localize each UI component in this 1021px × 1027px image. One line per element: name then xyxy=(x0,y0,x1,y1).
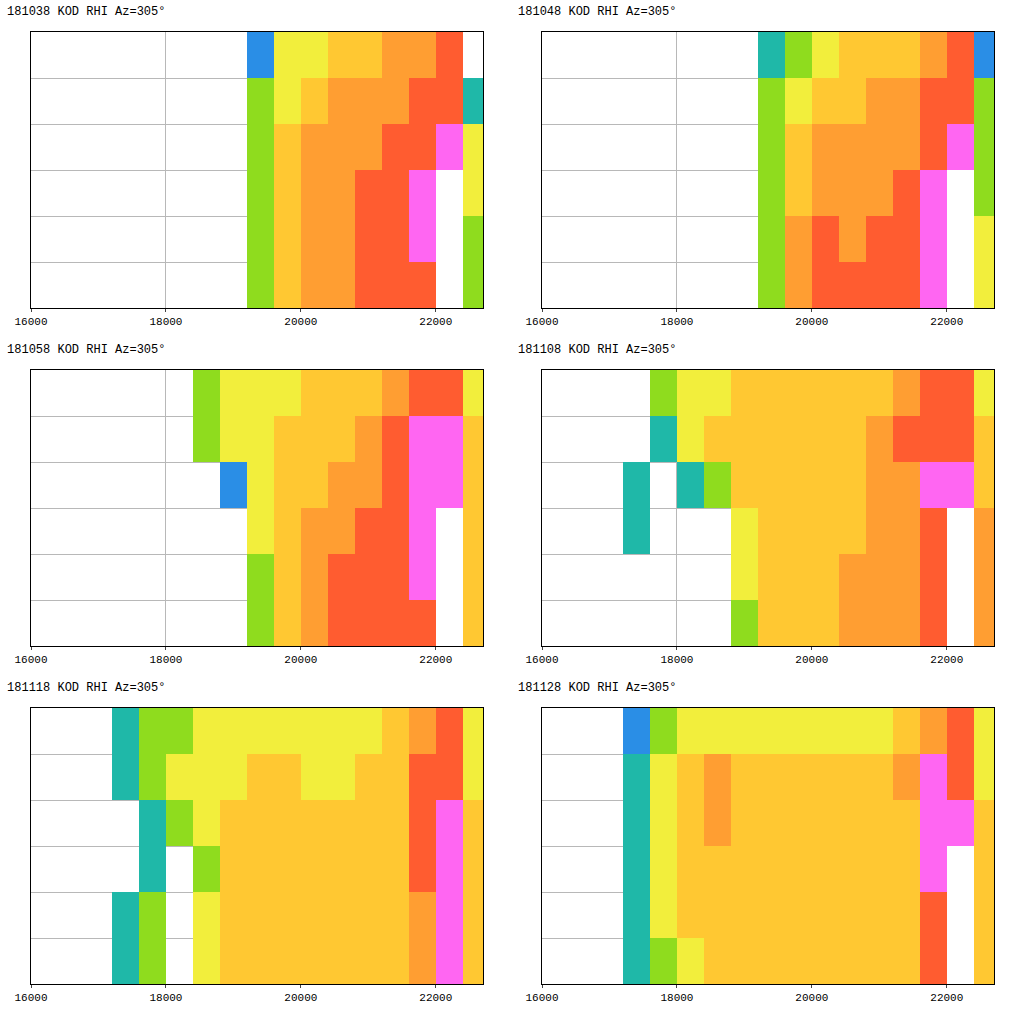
svg-text:20000: 20000 xyxy=(284,316,317,328)
svg-text:16000: 16000 xyxy=(525,992,558,1004)
svg-text:22000: 22000 xyxy=(419,992,452,1004)
svg-text:181058 KOD RHI Az=305°: 181058 KOD RHI Az=305° xyxy=(7,343,165,357)
svg-text:22000: 22000 xyxy=(930,316,963,328)
svg-text:181108 KOD RHI Az=305°: 181108 KOD RHI Az=305° xyxy=(518,343,676,357)
svg-text:22000: 22000 xyxy=(419,316,452,328)
svg-text:181048 KOD RHI Az=305°: 181048 KOD RHI Az=305° xyxy=(518,5,676,19)
svg-text:16000: 16000 xyxy=(14,992,47,1004)
svg-text:20000: 20000 xyxy=(795,992,828,1004)
svg-text:20000: 20000 xyxy=(284,992,317,1004)
svg-text:18000: 18000 xyxy=(660,654,693,666)
svg-text:22000: 22000 xyxy=(419,654,452,666)
svg-text:181118 KOD RHI Az=305°: 181118 KOD RHI Az=305° xyxy=(7,681,165,695)
svg-text:16000: 16000 xyxy=(525,316,558,328)
svg-text:18000: 18000 xyxy=(149,316,182,328)
svg-text:18000: 18000 xyxy=(660,992,693,1004)
svg-text:16000: 16000 xyxy=(525,654,558,666)
svg-text:18000: 18000 xyxy=(149,654,182,666)
svg-text:20000: 20000 xyxy=(284,654,317,666)
svg-text:181128 KOD RHI Az=305°: 181128 KOD RHI Az=305° xyxy=(518,681,676,695)
svg-text:22000: 22000 xyxy=(930,654,963,666)
svg-text:22000: 22000 xyxy=(930,992,963,1004)
svg-text:20000: 20000 xyxy=(795,316,828,328)
svg-text:181038 KOD RHI Az=305°: 181038 KOD RHI Az=305° xyxy=(7,5,165,19)
svg-text:20000: 20000 xyxy=(795,654,828,666)
svg-text:18000: 18000 xyxy=(660,316,693,328)
svg-text:18000: 18000 xyxy=(149,992,182,1004)
svg-text:16000: 16000 xyxy=(14,316,47,328)
svg-text:16000: 16000 xyxy=(14,654,47,666)
